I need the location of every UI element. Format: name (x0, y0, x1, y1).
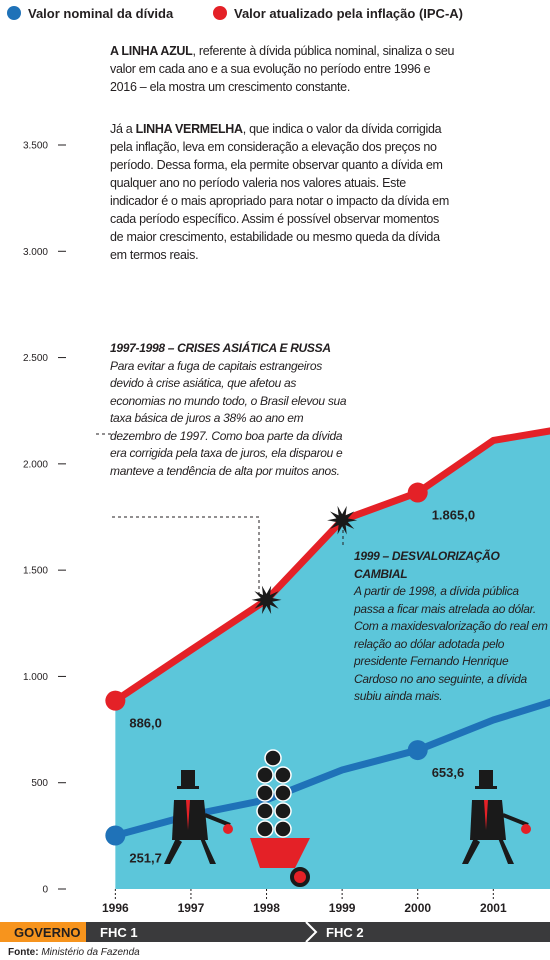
x-tick-label: 1997 (178, 901, 205, 915)
value-label: 886,0 (129, 716, 162, 731)
period-label: FHC 2 (326, 925, 364, 940)
burst-point (327, 505, 358, 535)
y-tick-label: 3.000 (23, 247, 48, 258)
government-label: GOVERNO (14, 925, 80, 940)
y-tick-label: 500 (31, 778, 48, 789)
annotation: 1997-1998 – CRISES ASIÁTICA E RUSSA Para … (110, 340, 350, 480)
point (407, 740, 428, 761)
leader-line (96, 433, 260, 595)
note: Já a LINHA VERMELHA, que indica o valor … (110, 120, 455, 264)
source-label: Fonte: (8, 947, 39, 958)
x-tick-label: 1996 (102, 901, 129, 915)
point (105, 690, 126, 711)
wheel (290, 867, 310, 887)
y-tick-label: 1.000 (23, 672, 48, 683)
point (105, 825, 126, 846)
source-text: Ministério da Fazenda (41, 947, 140, 958)
value-label: 1.865,0 (432, 508, 475, 523)
x-tick-label: 2000 (404, 901, 431, 915)
annotation-title: 1999 – DESVALORIZAÇÃO CAMBIAL (354, 549, 500, 581)
coins (256, 749, 292, 838)
note-bold: LINHA VERMELHA (135, 122, 243, 136)
y-tick-label: 2.000 (23, 459, 48, 470)
government-label-bg (0, 922, 86, 942)
point (407, 482, 428, 503)
note-text: , referente à dívida pública nominal, si… (110, 44, 455, 94)
y-tick-label: 2.500 (23, 353, 48, 364)
figure (164, 770, 529, 864)
hand (223, 824, 233, 834)
legend-swatch (7, 6, 21, 20)
note-bold: A LINHA AZUL (110, 44, 193, 58)
period-label: FHC 1 (100, 925, 138, 940)
wheelbarrow (250, 838, 310, 868)
annotation-title: 1997-1998 – CRISES ASIÁTICA E RUSSA (110, 341, 331, 355)
annotation: 1999 – DESVALORIZAÇÃO CAMBIAL A partir de… (354, 548, 548, 706)
burst-point (251, 585, 282, 615)
note-text: , que indica o valor da dívida corrigida… (110, 122, 449, 262)
value-label: 251,7 (129, 850, 162, 865)
legend-swatch (213, 6, 227, 20)
x-tick-label: 2001 (480, 901, 507, 915)
y-tick-label: 1.500 (23, 566, 48, 577)
area (115, 430, 550, 889)
annotation-text: Para evitar a fuga de capitais estrangei… (110, 358, 347, 478)
x-tick-label: 1998 (253, 901, 280, 915)
period-divider (305, 921, 318, 943)
legend-label: Valor nominal da dívida (28, 6, 174, 21)
x-tick-label: 1999 (329, 901, 356, 915)
y-tick-label: 0 (42, 885, 48, 896)
note-lead: Já a (110, 122, 136, 136)
legend-label: Valor atualizado pela inflação (IPC-A) (234, 6, 463, 21)
value-label: 653,6 (432, 765, 465, 780)
y-tick-label: 3.500 (23, 141, 48, 152)
hand (521, 824, 531, 834)
source: Fonte: Ministério da Fazenda (8, 947, 140, 958)
note: A LINHA AZUL, referente à dívida pública… (110, 42, 455, 96)
government-bar (86, 922, 550, 942)
annotation-text: A partir de 1998, a dívida pública passa… (354, 584, 548, 703)
